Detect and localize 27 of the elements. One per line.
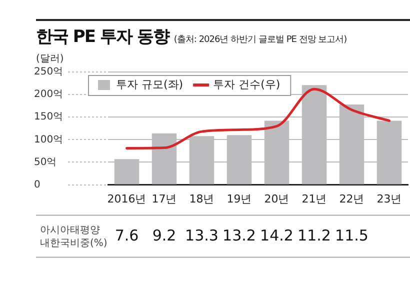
text: 아시아태평양 내한국비중(%) <box>40 224 108 249</box>
x-tick-label: 2016년 <box>107 192 146 206</box>
y-tick-label: 0 <box>34 179 40 190</box>
x-tick-label: 23년 <box>376 192 402 206</box>
chart-title: 한국 PE 투자 동향 <box>36 27 169 47</box>
y-tick-label: 200억 <box>34 89 64 100</box>
text: 14.2 <box>260 226 294 245</box>
text: 7.6 <box>114 226 139 245</box>
text: 11.2 <box>298 226 331 245</box>
y-tick-label: 250억 <box>34 66 64 78</box>
y-tick-label: 100억 <box>34 134 64 146</box>
text: 13.3 <box>185 226 218 245</box>
y-axis-title: (달러) <box>36 54 64 65</box>
legend-label: 투자 규모(좌) <box>116 78 184 91</box>
text: 9.2 <box>152 226 176 245</box>
y-tick-label: 50억 <box>34 156 57 168</box>
x-tick-label: 21년 <box>302 192 327 206</box>
x-tick-label: 17년 <box>152 192 177 206</box>
x-tick-label: 18년 <box>189 192 214 206</box>
y-tick-label: 150억 <box>34 112 64 123</box>
x-tick-label: 22년 <box>339 192 364 206</box>
text: 13.2 <box>222 226 256 245</box>
x-tick-label: 19년 <box>226 192 252 206</box>
text: 11.5 <box>335 226 368 245</box>
x-tick-label: 20년 <box>264 192 290 206</box>
chart-subtitle: (출처: 2026년 하반기 글로벌 PE 전망 보고서) <box>174 35 347 45</box>
legend-label: 투자 건수(우) <box>213 78 280 91</box>
